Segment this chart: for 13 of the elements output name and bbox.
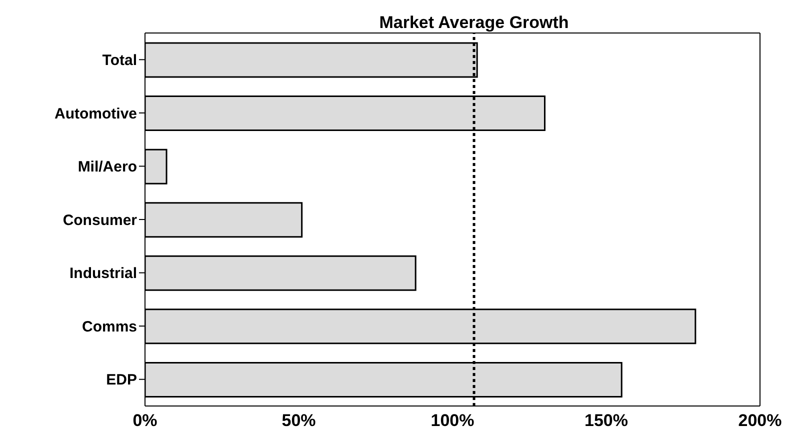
x-tick-label: 0%	[132, 411, 158, 430]
y-tick-label: Consumer	[62, 212, 138, 229]
x-tick-label: 50%	[282, 411, 316, 430]
y-tick-label: Mil/Aero	[78, 158, 137, 176]
x-tick-label: 150%	[584, 411, 628, 430]
y-tick-label: Total	[102, 52, 137, 69]
x-tick-label: 200%	[738, 411, 782, 430]
y-tick-label: Industrial	[69, 265, 137, 282]
y-tick-label: Automotive	[54, 105, 137, 122]
y-tick-label: Comms	[82, 318, 137, 336]
y-tick-label: EDP	[106, 372, 137, 389]
x-tick-label: 100%	[430, 411, 474, 430]
ref-line-label: Market Average Growth	[379, 13, 569, 32]
